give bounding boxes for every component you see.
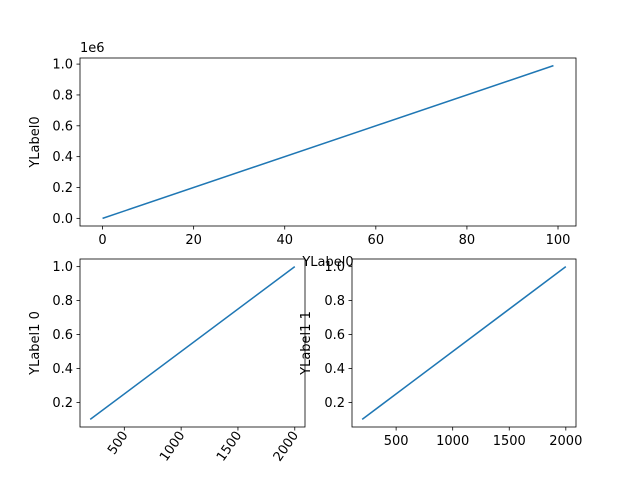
x-tick-label: 1000 (157, 429, 188, 465)
y-tick-label: 0.6 (52, 119, 73, 134)
y-tick-label: 0.2 (52, 396, 73, 411)
y-tick-label: 0.4 (324, 362, 345, 377)
line (89, 266, 296, 420)
x-tick-label: 20 (185, 233, 202, 248)
axes-frame (351, 258, 577, 428)
y-tick-label: 1.0 (52, 58, 73, 73)
x-tick-label: 100 (546, 233, 571, 248)
y-tick-label: 0.0 (52, 212, 73, 227)
y-tick-label: 1.0 (324, 260, 345, 275)
x-tick-label: 1500 (214, 429, 245, 465)
y-label: YLabel0 (28, 116, 43, 168)
x-tick-label: 1000 (436, 434, 469, 449)
y-label: YLabel1 1 (299, 311, 314, 376)
x-tick-label: 40 (276, 233, 293, 248)
y-offset-label: 1e6 (80, 41, 105, 56)
y-tick-label: 0.2 (52, 181, 73, 196)
y-tick-label: 0.6 (324, 328, 345, 343)
axes-frame (79, 258, 306, 428)
y-tick-label: 0.8 (324, 294, 345, 309)
y-tick-label: 0.2 (324, 396, 345, 411)
x-tick-label: 2000 (271, 429, 302, 465)
x-tick-label: 2000 (549, 434, 582, 449)
x-tick-label: 60 (368, 233, 385, 248)
line (361, 266, 567, 420)
axes-frame (79, 57, 577, 227)
y-tick-label: 0.4 (52, 150, 73, 165)
x-tick-label: 0 (98, 233, 106, 248)
y-label: YLabel1 0 (28, 311, 43, 376)
x-tick-label: 500 (384, 434, 409, 449)
x-tick-label: 1500 (493, 434, 526, 449)
y-tick-label: 0.4 (52, 362, 73, 377)
x-tick-label: 80 (459, 233, 476, 248)
y-tick-label: 0.6 (52, 328, 73, 343)
x-label: YLabel0 (301, 255, 353, 270)
y-tick-label: 0.8 (52, 88, 73, 103)
x-tick-label: 500 (105, 429, 132, 458)
y-tick-label: 0.8 (52, 294, 73, 309)
line (102, 64, 554, 220)
y-tick-label: 1.0 (52, 260, 73, 275)
